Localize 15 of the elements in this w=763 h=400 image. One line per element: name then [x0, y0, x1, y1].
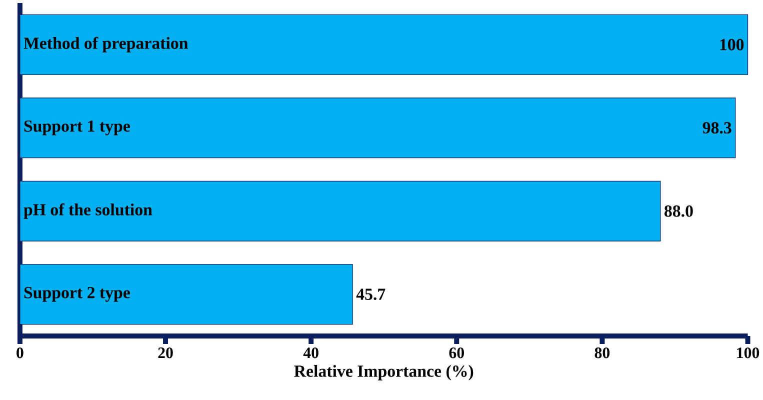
y-tick-label: Support 2 type	[24, 287, 130, 302]
y-tick-label: Method of preparation	[24, 36, 188, 52]
y-tick-label: pH of the solution	[24, 203, 152, 219]
x-tick-label: 100	[737, 348, 760, 358]
data-label: 88.0	[664, 205, 693, 217]
x-tick-label: 60	[449, 348, 464, 358]
data-label: 100	[720, 39, 744, 50]
x-tick-label: 80	[594, 348, 610, 358]
data-label: 98.3	[702, 122, 732, 134]
x-tick-label: 0	[16, 348, 24, 358]
data-label: 45.7	[356, 288, 386, 300]
x-axis-title: Relative Importance (%)	[294, 365, 474, 380]
y-tick-label: Support 1 type	[24, 120, 130, 136]
x-tick-label: 20	[158, 348, 173, 358]
x-tick-label: 40	[303, 348, 318, 358]
